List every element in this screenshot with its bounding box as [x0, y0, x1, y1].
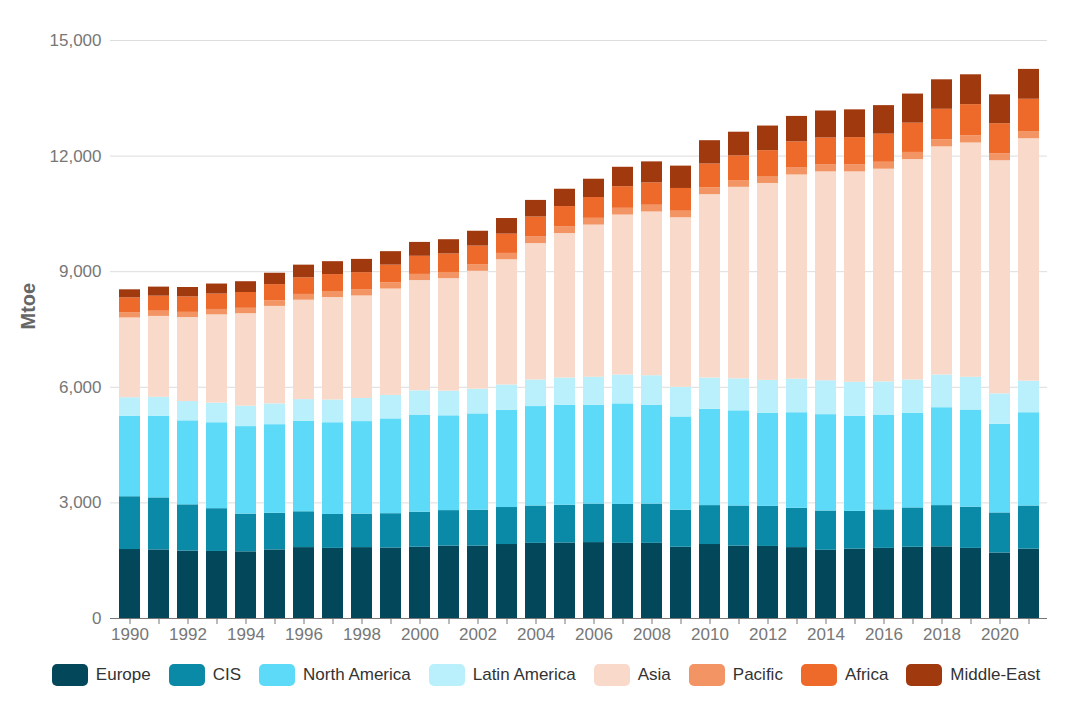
svg-text:1990: 1990 — [111, 625, 149, 644]
html-text:CIS: CIS — [212, 665, 241, 684]
svg-text:2010: 2010 — [691, 625, 729, 644]
svg-text:6,000: 6,000 — [59, 378, 102, 397]
svg-text:0: 0 — [92, 609, 101, 628]
svg-text:2020: 2020 — [981, 625, 1019, 644]
svg-text:15,000: 15,000 — [50, 31, 102, 50]
svg-text:1994: 1994 — [227, 625, 265, 644]
html-text:Asia: Asia — [637, 665, 671, 684]
svg-text:2002: 2002 — [459, 625, 497, 644]
html-text:Latin America: Latin America — [472, 665, 576, 684]
svg-text:2014: 2014 — [807, 625, 845, 644]
svg-text:3,000: 3,000 — [59, 493, 102, 512]
svg-text:2004: 2004 — [517, 625, 555, 644]
svg-text:1996: 1996 — [285, 625, 323, 644]
svg-text:2000: 2000 — [401, 625, 439, 644]
svg-text:2008: 2008 — [633, 625, 671, 644]
html-text:Middle-East: Middle-East — [950, 665, 1041, 684]
html-text:Pacific: Pacific — [732, 665, 783, 684]
html-text:North America: North America — [303, 665, 411, 684]
svg-text:Mtoe: Mtoe — [17, 283, 39, 330]
html-text:Africa: Africa — [844, 665, 889, 684]
svg-text:9,000: 9,000 — [59, 262, 102, 281]
html-text:Europe: Europe — [95, 665, 151, 684]
svg-text:12,000: 12,000 — [50, 147, 102, 166]
svg-text:2016: 2016 — [865, 625, 903, 644]
svg-text:2018: 2018 — [923, 625, 961, 644]
svg-text:2012: 2012 — [749, 625, 787, 644]
svg-text:1992: 1992 — [169, 625, 207, 644]
svg-text:2006: 2006 — [575, 625, 613, 644]
svg-text:1998: 1998 — [343, 625, 381, 644]
